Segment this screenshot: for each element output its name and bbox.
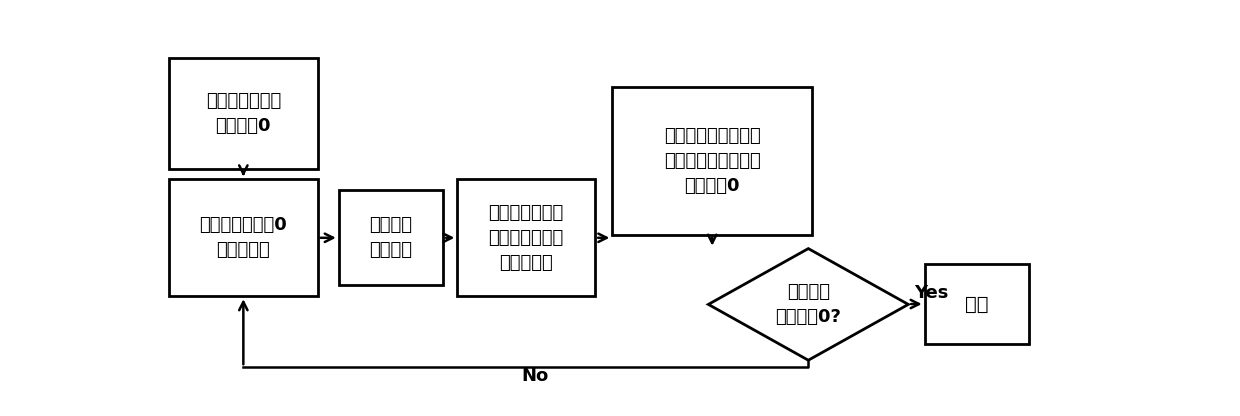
FancyBboxPatch shape — [169, 179, 317, 296]
Text: 取计算値最小的邻居
节点作为下一刀位点
标志域置0: 取计算値最小的邻居 节点作为下一刀位点 标志域置0 — [663, 127, 760, 195]
Text: 结束: 结束 — [965, 295, 988, 314]
Text: 当前刀位点与其
邻居节点法向量
夹角値计算: 当前刀位点与其 邻居节点法向量 夹角値计算 — [489, 204, 564, 272]
FancyBboxPatch shape — [458, 179, 595, 296]
Polygon shape — [708, 249, 908, 360]
Text: 所有节点
标志域为0?: 所有节点 标志域为0? — [775, 283, 841, 326]
Text: 确定邻居
节点位置: 确定邻居 节点位置 — [370, 216, 413, 259]
FancyBboxPatch shape — [169, 58, 317, 169]
Text: 给定初始刀位点
标志域置0: 给定初始刀位点 标志域置0 — [206, 92, 281, 135]
FancyBboxPatch shape — [613, 87, 812, 235]
FancyBboxPatch shape — [925, 264, 1029, 344]
Text: 搜索标志域不为0
的邻居节点: 搜索标志域不为0 的邻居节点 — [200, 216, 288, 259]
Text: No: No — [521, 367, 548, 385]
Text: Yes: Yes — [915, 284, 949, 302]
FancyBboxPatch shape — [339, 190, 444, 285]
